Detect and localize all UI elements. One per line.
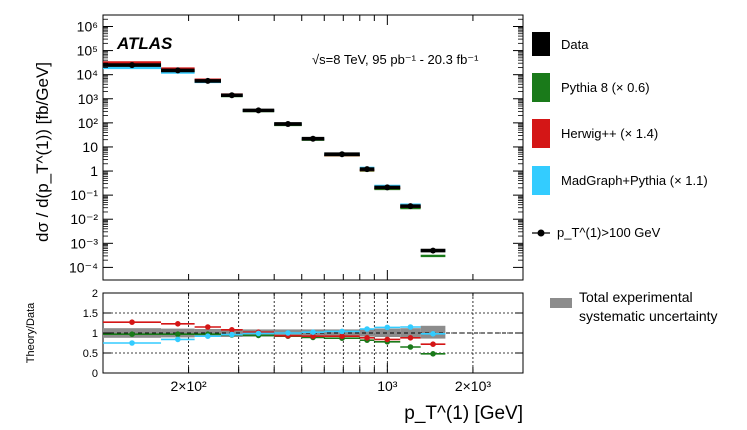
data-point [284,120,291,127]
data-point [228,92,235,99]
herwig-ratio-point [407,335,414,341]
legend-herwig-label: Herwig++ (× 1.4) [561,126,658,141]
legend-cut-marker [537,229,545,237]
bottom-y-tick-label: 0 [92,368,98,380]
data-point [339,151,346,158]
herwig-ratio-point [205,324,211,330]
bottom-y-tick-label: 1.5 [83,308,98,320]
data-point [310,135,316,142]
madgraph-ratio-point [310,329,316,336]
madgraph-ratio-point [229,331,235,338]
energy-label: √s=8 TeV, 95 pb⁻¹ - 20.3 fb⁻¹ [312,52,479,67]
top-y-tick-label: 1 [90,163,98,179]
legend-cut-label: p_T^(1)>100 GeV [557,225,661,240]
top-y-tick-label: 10⁻³ [70,235,98,251]
top-y-axis: 10⁻⁴ 10⁻³ 10⁻² 10⁻¹ 1 10 10² 10³ 10⁴ 10⁵ 10⁶ [69,18,523,275]
legend-data-swatch [532,32,550,56]
data-point [255,107,262,114]
pythia-ratio-point [175,331,181,338]
bottom-y-tick-label: 0.5 [83,348,98,360]
madgraph-ratio-point [407,324,414,330]
top-y-tick-label: 10³ [78,91,99,107]
madgraph-ratio-point [364,326,370,332]
legend-syst-line2: systematic uncertainty [579,308,718,324]
madgraph-ratio-point [129,340,135,346]
legend-herwig-swatch [532,119,550,148]
top-panel-frame [102,14,524,281]
data-point [430,247,437,254]
data-point [384,184,391,191]
madgraph-ratio-point [384,324,391,331]
x-tick-label: 10³ [377,378,398,394]
top-y-tick-label: 10² [78,115,99,131]
herwig-ratio-point [229,327,235,333]
legend-data-label: Data [561,37,589,52]
data-point [204,77,211,84]
top-y-tick-label: 10⁻² [70,211,98,227]
top-y-tick-label: 10 [82,139,98,155]
madgraph-ratio-point [255,330,262,337]
top-panel-marks [103,61,446,258]
bottom-y-tick-label: 1 [92,328,98,340]
x-tick-label: 2×10² [170,378,207,394]
madgraph-ratio-point [205,333,211,340]
systematic-band-bin [359,329,375,337]
top-y-tick-label: 10⁻⁴ [69,259,98,275]
data-point [364,166,371,173]
legend-pythia-swatch [532,73,550,102]
data-point [174,67,181,74]
top-y-tick-label: 10⁻¹ [70,187,98,203]
pythia-ratio-point [407,344,414,350]
legend-pythia-label: Pythia 8 (× 0.6) [561,80,650,95]
atlas-label: ATLAS [116,34,173,53]
pythia-ratio-point [430,351,436,357]
pythia-ratio-point [129,331,135,338]
x-tick-label: 2×10³ [455,378,492,394]
top-y-tick-label: 10⁵ [77,43,98,59]
legend-syst-swatch [550,298,572,308]
bottom-y-label: Theory/Data [25,302,37,363]
herwig-ratio-point [310,333,316,340]
legend-madgraph-swatch [532,166,550,195]
herwig-ratio-point [339,333,345,340]
herwig-ratio-point [430,341,436,348]
madgraph-ratio-point [339,328,345,335]
herwig-ratio-point [364,335,370,341]
legend-syst-line1: Total experimental [579,289,693,305]
data-point [407,203,414,210]
bottom-y-tick-label: 2 [92,288,98,300]
madgraph-ratio-point [430,331,436,337]
x-axis-label: p_T^(1) [GeV] [404,403,523,424]
herwig-ratio-point [384,336,391,343]
systematic-band-bin [400,328,421,338]
systematic-band-bin [374,328,401,337]
legend: Data Pythia 8 (× 0.6) Herwig++ (× 1.4) M… [532,32,718,324]
top-y-tick-label: 10⁶ [77,18,98,34]
legend-madgraph-label: MadGraph+Pythia (× 1.1) [561,173,708,188]
data-point [129,62,136,69]
herwig-ratio-point [129,319,135,326]
madgraph-ratio-point [175,336,181,343]
top-y-label: dσ / d(p_T^(1)) [fb/GeV] [33,62,52,242]
madgraph-ratio-point [285,330,291,336]
top-y-tick-label: 10⁴ [76,67,98,83]
ratio-y-axis: 0 0.5 1 1.5 2 [83,288,523,380]
x-axis: 2×10² 10³ 2×10³ [102,15,524,394]
herwig-ratio-point [175,321,181,327]
ratio-panel-marks [103,319,446,357]
